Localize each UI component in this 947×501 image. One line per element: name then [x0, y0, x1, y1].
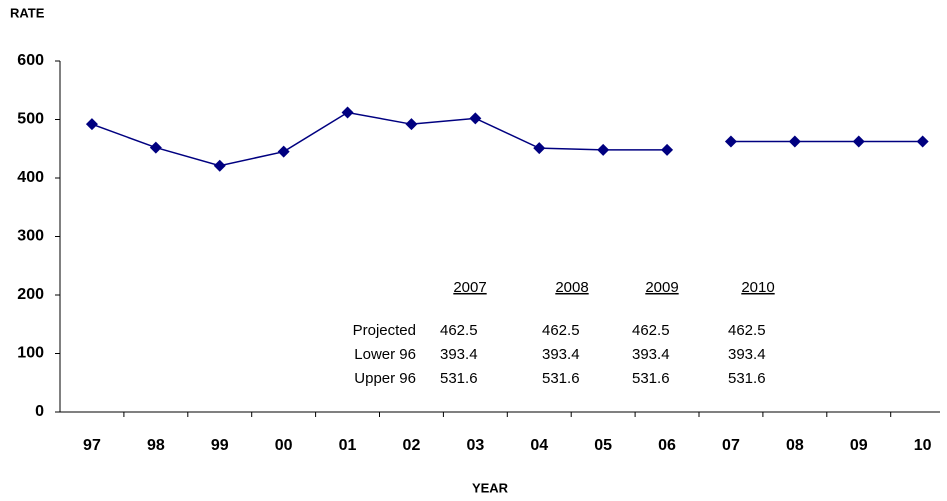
- y-axis-label: RATE: [10, 5, 45, 20]
- table-value: 531.6: [728, 370, 766, 387]
- x-axis-label: YEAR: [472, 480, 509, 495]
- table-value: 393.4: [542, 346, 580, 363]
- marker: [533, 142, 546, 155]
- y-tick-label: 500: [17, 111, 44, 128]
- y-tick-label: 300: [17, 228, 44, 245]
- marker: [213, 159, 226, 172]
- table-value: 462.5: [440, 322, 478, 339]
- marker: [341, 106, 354, 119]
- table-header: 2008: [555, 279, 588, 296]
- y-tick-label: 100: [17, 345, 44, 362]
- table-header: 2010: [741, 279, 774, 296]
- marker: [852, 135, 865, 148]
- x-tick-label: 08: [786, 437, 804, 454]
- marker: [405, 118, 418, 131]
- x-tick-label: 02: [403, 437, 421, 454]
- y-tick-label: 200: [17, 286, 44, 303]
- table-value: 393.4: [440, 346, 478, 363]
- marker: [277, 145, 290, 158]
- x-tick-label: 98: [147, 437, 165, 454]
- table-value: 462.5: [632, 322, 670, 339]
- x-tick-label: 04: [530, 437, 548, 454]
- x-tick-label: 06: [658, 437, 676, 454]
- marker: [149, 141, 162, 154]
- x-tick-label: 00: [275, 437, 293, 454]
- table-value: 531.6: [632, 370, 670, 387]
- x-tick-label: 09: [850, 437, 868, 454]
- y-tick-label: 600: [17, 52, 44, 69]
- y-tick-label: 0: [35, 403, 44, 420]
- table-row-label: Projected: [353, 322, 416, 339]
- x-tick-label: 01: [339, 437, 357, 454]
- table-header: 2009: [645, 279, 678, 296]
- x-tick-label: 07: [722, 437, 740, 454]
- marker: [85, 118, 98, 131]
- x-tick-label: 99: [211, 437, 229, 454]
- table-row-label: Upper 96: [354, 370, 416, 387]
- marker: [469, 112, 482, 125]
- table-row-label: Lower 96: [354, 346, 416, 363]
- x-tick-label: 97: [83, 437, 101, 454]
- table-value: 531.6: [542, 370, 580, 387]
- marker: [724, 135, 737, 148]
- table-value: 531.6: [440, 370, 478, 387]
- table-value: 462.5: [542, 322, 580, 339]
- marker: [597, 143, 610, 156]
- marker: [916, 135, 929, 148]
- table-value: 462.5: [728, 322, 766, 339]
- x-tick-label: 10: [914, 437, 932, 454]
- table-header: 2007: [453, 279, 486, 296]
- x-tick-label: 05: [594, 437, 612, 454]
- line: [91, 111, 668, 167]
- table-value: 393.4: [728, 346, 766, 363]
- marker: [661, 143, 674, 156]
- marker: [788, 135, 801, 148]
- x-tick-label: 03: [466, 437, 484, 454]
- y-tick-label: 400: [17, 169, 44, 186]
- table-value: 393.4: [632, 346, 670, 363]
